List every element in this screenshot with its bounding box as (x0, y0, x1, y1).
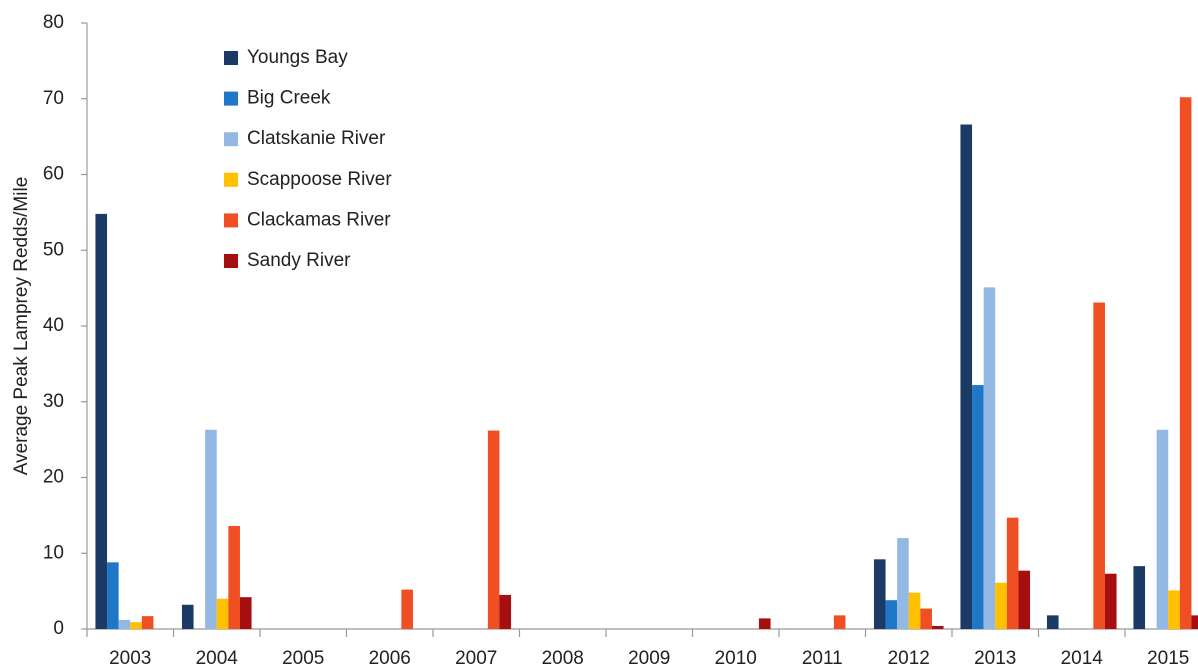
bar (833, 615, 846, 629)
bar (239, 597, 252, 629)
bar (1093, 302, 1105, 629)
y-tick-label: 30 (43, 391, 64, 412)
bar (487, 430, 500, 629)
legend-label: Clackamas River (247, 209, 391, 230)
bar (118, 619, 131, 629)
bar (995, 582, 1007, 629)
legend-label: Scappoose River (247, 169, 392, 190)
bar (873, 559, 886, 629)
bar (401, 589, 413, 629)
legend-label: Sandy River (247, 250, 351, 271)
bar (228, 525, 240, 629)
bar (181, 604, 194, 629)
bar (1179, 97, 1192, 630)
x-tick-label: 2006 (369, 648, 411, 669)
legend-label: Clatskanie River (247, 128, 386, 149)
bar (1046, 615, 1059, 629)
bar (920, 608, 932, 629)
bar (95, 213, 108, 629)
bar (1006, 517, 1019, 629)
x-tick-label: 2007 (455, 648, 497, 669)
bar (885, 600, 898, 629)
bar (1104, 573, 1117, 629)
bar (205, 429, 217, 629)
y-tick-label: 80 (43, 12, 64, 33)
bar (216, 598, 229, 629)
bar (931, 625, 944, 629)
bar (1018, 570, 1031, 629)
legend-swatch (224, 132, 238, 147)
x-tick-label: 2003 (109, 648, 151, 669)
bar (983, 287, 996, 629)
bar (1133, 566, 1146, 629)
y-tick-label: 70 (43, 88, 64, 109)
y-tick-label: 0 (53, 618, 64, 639)
legend-swatch (224, 213, 238, 228)
x-tick-label: 2014 (1061, 648, 1104, 669)
bar (499, 594, 512, 629)
x-tick-label: 2008 (542, 648, 584, 669)
y-tick-label: 50 (43, 239, 64, 260)
y-tick-label: 40 (43, 315, 64, 336)
y-axis-label: Average Peak Lamprey Redds/Mile (11, 177, 32, 476)
bar (897, 538, 909, 629)
y-tick-label: 60 (43, 164, 64, 185)
bar (107, 562, 119, 629)
x-tick-label: 2009 (628, 648, 670, 669)
y-tick-label: 10 (43, 542, 64, 563)
bar (960, 124, 973, 629)
x-tick-label: 2013 (974, 648, 1016, 669)
bar (1156, 429, 1169, 629)
legend-label: Big Creek (247, 88, 331, 109)
x-tick-label: 2015 (1147, 648, 1189, 669)
y-tick-label: 20 (43, 467, 64, 488)
bar (130, 622, 142, 629)
x-tick-label: 2004 (196, 648, 239, 669)
legend-swatch (224, 51, 238, 65)
x-tick-label: 2011 (802, 648, 843, 669)
legend-label: Youngs Bay (247, 47, 348, 68)
legend-swatch (224, 254, 238, 268)
legend-swatch (224, 172, 238, 187)
bar (972, 385, 984, 629)
bar (1191, 615, 1198, 629)
bar (758, 618, 771, 629)
bar (1168, 590, 1180, 629)
x-tick-label: 2005 (282, 648, 324, 669)
x-tick-label: 2012 (888, 648, 930, 669)
bar (908, 592, 921, 629)
bar (141, 616, 154, 629)
legend-swatch (224, 91, 238, 106)
x-tick-label: 2010 (715, 648, 757, 669)
